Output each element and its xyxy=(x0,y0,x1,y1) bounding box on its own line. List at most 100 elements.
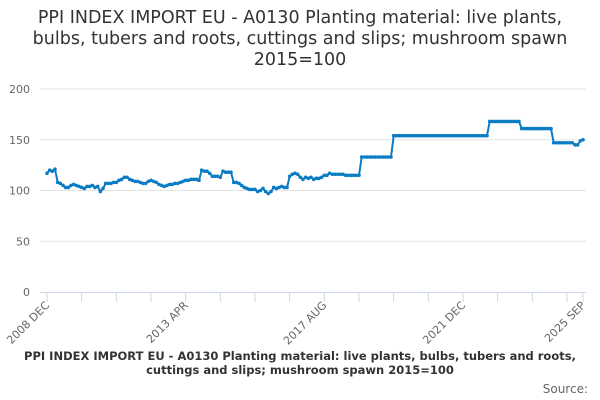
data-point xyxy=(85,184,89,189)
data-point xyxy=(495,119,500,124)
data-point xyxy=(437,133,441,138)
data-point xyxy=(535,126,540,131)
x-tick-label: 2008 DEC xyxy=(4,299,52,347)
data-point xyxy=(450,133,455,138)
data-point xyxy=(82,186,87,191)
data-point xyxy=(325,173,329,178)
data-point xyxy=(114,180,119,185)
data-point xyxy=(285,185,289,190)
line-chart: 0 50 100 150 200 2008 DEC 2013 APR 2017 AUG 202… xyxy=(4,83,588,347)
data-point xyxy=(223,170,228,175)
x-tick-label: 2013 APR xyxy=(144,299,191,346)
data-point xyxy=(549,126,553,131)
data-point xyxy=(447,133,452,138)
data-point xyxy=(309,175,313,180)
data-point xyxy=(453,133,457,138)
data-point xyxy=(399,133,404,138)
data-point xyxy=(111,180,116,185)
data-point xyxy=(431,133,436,138)
data-point xyxy=(253,187,257,192)
data-point xyxy=(415,133,420,138)
data-point xyxy=(418,133,423,138)
data-point xyxy=(394,133,399,138)
data-point xyxy=(479,133,484,138)
y-tick-label: 150 xyxy=(9,134,30,147)
data-point xyxy=(490,119,495,124)
data-point xyxy=(167,182,172,187)
data-point xyxy=(389,155,393,159)
data-point xyxy=(405,133,409,138)
data-point xyxy=(354,173,359,178)
data-point xyxy=(471,133,476,138)
data-point xyxy=(349,173,353,178)
data-point xyxy=(383,155,388,159)
chart-title: PPI INDEX IMPORT EU - A0130 Planting mat… xyxy=(32,8,568,70)
data-point xyxy=(421,133,425,138)
data-point xyxy=(519,126,524,131)
data-point xyxy=(573,143,577,147)
data-point xyxy=(101,186,105,191)
data-point xyxy=(463,133,468,138)
data-point xyxy=(503,119,508,124)
data-point xyxy=(357,173,361,178)
data-point xyxy=(154,180,159,185)
data-point xyxy=(554,140,559,145)
y-tick-label: 50 xyxy=(16,235,30,248)
data-point xyxy=(133,179,137,184)
data-point xyxy=(445,133,449,138)
x-tick-label: 2021 DEC xyxy=(420,299,468,347)
data-point xyxy=(485,133,489,138)
grid xyxy=(40,88,586,242)
data-point xyxy=(266,191,271,196)
data-point xyxy=(45,171,49,176)
data-point xyxy=(218,175,223,180)
data-point xyxy=(122,175,127,180)
data-point xyxy=(482,133,487,138)
data-point xyxy=(63,185,68,190)
data-point xyxy=(511,119,516,124)
data-point xyxy=(373,155,377,159)
data-point xyxy=(314,176,319,181)
data-point xyxy=(570,140,575,145)
data-point xyxy=(298,175,303,180)
data-point xyxy=(295,172,300,177)
data-point xyxy=(319,175,324,180)
data-point xyxy=(370,155,375,159)
data-point xyxy=(455,133,460,138)
data-point xyxy=(530,126,535,131)
data-point xyxy=(533,126,537,131)
data-point xyxy=(98,189,103,194)
data-point xyxy=(509,119,513,124)
data-point xyxy=(493,119,497,124)
data-point xyxy=(210,174,215,179)
data-point xyxy=(391,133,396,138)
data-point xyxy=(359,155,364,159)
data-point xyxy=(287,174,292,179)
source-label: Source: xyxy=(542,382,588,396)
data-point xyxy=(557,140,561,145)
data-point xyxy=(474,133,479,138)
data-point xyxy=(183,178,188,183)
data-point xyxy=(402,133,407,138)
data-point xyxy=(466,133,471,138)
data-point xyxy=(407,133,412,138)
data-point xyxy=(434,133,439,138)
data-point xyxy=(119,177,124,182)
data-point xyxy=(202,169,207,174)
data-point xyxy=(458,133,463,138)
data-point xyxy=(538,126,543,131)
data-point xyxy=(362,155,367,159)
data-point xyxy=(426,133,431,138)
data-point xyxy=(413,133,417,138)
data-point xyxy=(565,140,569,145)
x-axis: 2008 DEC 2013 APR 2017 AUG 2021 DEC 2025 SEP xyxy=(4,292,588,347)
y-tick-label: 100 xyxy=(9,185,30,198)
data-point xyxy=(335,172,340,177)
data-point xyxy=(514,119,519,124)
data-point xyxy=(263,189,268,194)
data-point xyxy=(351,173,356,178)
data-point xyxy=(90,183,95,188)
chart-caption: PPI INDEX IMPORT EU - A0130 Planting mat… xyxy=(24,349,576,377)
data-point xyxy=(239,183,244,188)
y-tick-label: 200 xyxy=(9,83,30,96)
